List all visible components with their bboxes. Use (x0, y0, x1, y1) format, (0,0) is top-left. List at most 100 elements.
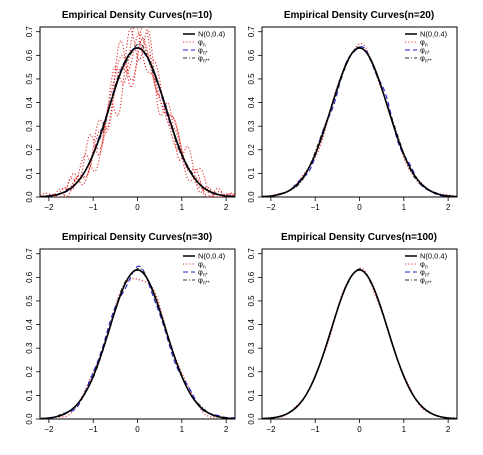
legend-label: φn (420, 260, 428, 271)
y-tick-label: 0.1 (25, 389, 34, 401)
x-tick-label: −2 (44, 203, 54, 212)
chart-panel-4: Empirical Density Curves(n=100) 0.0 0.1 0.2… (247, 232, 458, 434)
x-tick-label: 1 (180, 203, 185, 212)
x-tick-label: 0 (135, 203, 140, 212)
y-tick-label: 0.1 (247, 167, 256, 179)
legend-label: N(0,0.4) (198, 252, 226, 261)
x-tick-label: −2 (266, 425, 276, 434)
y-tick-label: 0.5 (25, 73, 34, 85)
series-line-dashed (262, 269, 457, 419)
y-tick-label: 0.1 (25, 167, 34, 179)
legend-label: N(0,0.4) (420, 252, 448, 261)
x-tick-label: 2 (446, 425, 451, 434)
y-tick-label: 0.2 (25, 144, 34, 156)
x-tick-label: 0 (357, 425, 362, 434)
x-tick-label: 0 (135, 425, 140, 434)
y-tick-label: 0.0 (25, 413, 34, 425)
y-tick-label: 0.6 (25, 49, 34, 61)
series-line-dashed (40, 265, 235, 419)
y-tick-label: 0.7 (25, 248, 34, 260)
chart-title: Empirical Density Curves(n=30) (62, 232, 212, 243)
series-line-solid (262, 269, 457, 419)
x-tick-label: 1 (180, 425, 185, 434)
x-tick-label: −1 (89, 425, 99, 434)
x-tick-label: −2 (266, 203, 276, 212)
plot-area (40, 27, 235, 197)
chart-panel-2: Empirical Density Curves(n=20) 0.0 0.1 0.2 0… (247, 10, 458, 212)
chart-panel-1: Empirical Density Curves(n=10) 0.0 0.1 0.2 0… (25, 10, 236, 212)
legend-label: φn* (420, 46, 430, 57)
series-line-solid (40, 269, 235, 419)
y-tick-label: 0.2 (247, 366, 256, 378)
series-line-dashdot (40, 267, 235, 419)
legend-label: φn** (198, 276, 210, 287)
y-tick-label: 0.2 (25, 366, 34, 378)
legend-label: φn (420, 38, 428, 49)
y-tick-label: 0.1 (247, 389, 256, 401)
legend-label: φn* (198, 268, 208, 279)
series-line-dotted (40, 37, 235, 197)
x-tick-label: 1 (402, 425, 407, 434)
chart-title: Empirical Density Curves(n=20) (284, 10, 434, 21)
y-tick-label: 0.2 (247, 144, 256, 156)
series-line-solid (40, 47, 235, 197)
chart-panel-3: Empirical Density Curves(n=30) 0.0 0.1 0.2 0… (25, 232, 236, 434)
y-tick-label: 0.7 (247, 248, 256, 260)
series-line-dashdot (262, 268, 457, 419)
series-line-dotted (40, 27, 235, 197)
series-line-dotted (262, 42, 457, 197)
legend-label: N(0,0.4) (198, 30, 226, 39)
series-line-dotted (40, 278, 235, 419)
y-tick-label: 0.4 (247, 96, 256, 108)
y-tick-label: 0.3 (25, 342, 34, 354)
y-tick-label: 0.6 (247, 49, 256, 61)
plot-area (262, 42, 457, 197)
x-tick-label: −1 (311, 425, 321, 434)
legend-label: N(0,0.4) (420, 30, 448, 39)
legend-label: φn (198, 38, 206, 49)
y-tick-label: 0.6 (247, 271, 256, 283)
series-line-solid (262, 47, 457, 197)
x-tick-label: 1 (402, 203, 407, 212)
chart-title: Empirical Density Curves(n=100) (281, 232, 437, 243)
y-tick-label: 0.0 (247, 413, 256, 425)
legend-label: φn** (198, 54, 210, 65)
legend-label: φn (198, 260, 206, 271)
series-line-dashdot (40, 43, 235, 197)
series-line-dashed (262, 46, 457, 197)
x-tick-label: 0 (357, 203, 362, 212)
y-tick-label: 0.4 (247, 318, 256, 330)
legend-label: φn** (420, 54, 432, 65)
y-tick-label: 0.7 (247, 26, 256, 38)
series-line-dashed (40, 46, 235, 197)
x-tick-label: 2 (224, 425, 229, 434)
plot-area (40, 265, 235, 419)
plot-area (262, 267, 457, 419)
x-tick-label: −1 (311, 203, 321, 212)
y-tick-label: 0.0 (25, 191, 34, 203)
y-tick-label: 0.3 (247, 120, 256, 132)
x-tick-label: −1 (89, 203, 99, 212)
y-tick-label: 0.4 (25, 96, 34, 108)
legend-label: φn** (420, 276, 432, 287)
y-tick-label: 0.4 (25, 318, 34, 330)
y-tick-label: 0.6 (25, 271, 34, 283)
y-tick-label: 0.5 (25, 295, 34, 307)
x-tick-label: −2 (44, 425, 54, 434)
y-tick-label: 0.5 (247, 73, 256, 85)
y-tick-label: 0.7 (25, 26, 34, 38)
series-line-dotted (40, 27, 235, 197)
y-tick-label: 0.0 (247, 191, 256, 203)
series-line-dashdot (262, 46, 457, 197)
x-tick-label: 2 (224, 203, 229, 212)
y-tick-label: 0.3 (247, 342, 256, 354)
series-line-dotted (262, 267, 457, 419)
chart-title: Empirical Density Curves(n=10) (62, 10, 212, 21)
legend-label: φn* (198, 46, 208, 57)
legend-label: φn* (420, 268, 430, 279)
